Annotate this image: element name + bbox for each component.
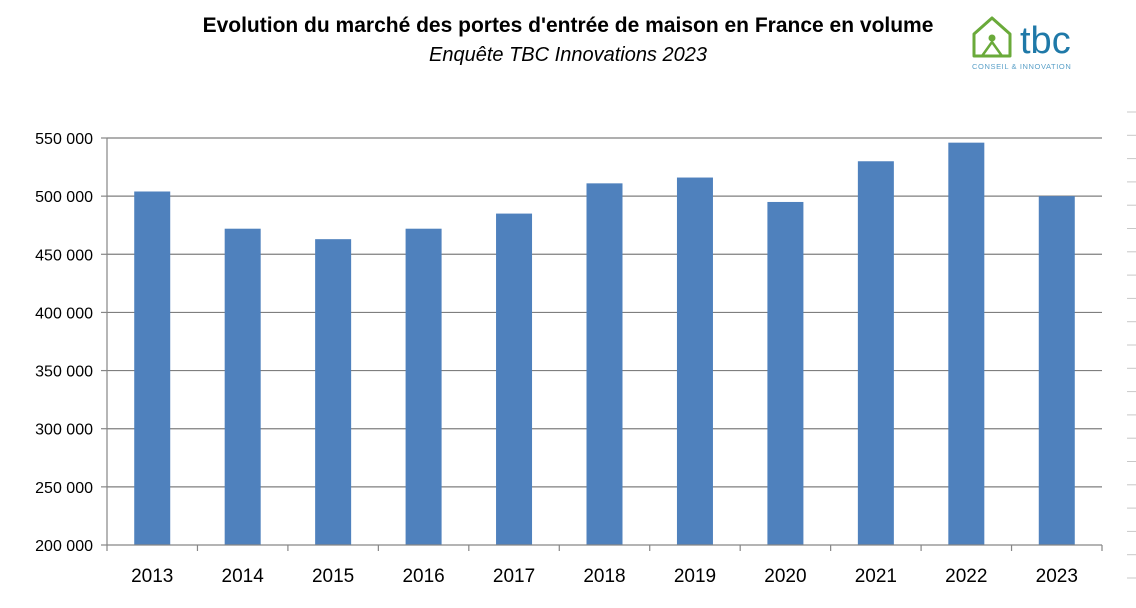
logo-tagline: CONSEIL & INNOVATION (972, 62, 1071, 71)
bar-2018 (586, 183, 623, 545)
chart-title: Evolution du marché des portes d'entrée … (202, 14, 934, 37)
bar-2015 (315, 239, 352, 545)
x-tick-label: 2016 (402, 566, 444, 587)
bar-2022 (948, 142, 985, 545)
y-tick-label: 200 000 (35, 538, 93, 555)
y-tick-label: 350 000 (35, 364, 93, 381)
y-tick-label: 300 000 (35, 422, 93, 439)
x-tick-label: 2015 (312, 566, 354, 587)
x-tick-label: 2017 (493, 566, 535, 587)
x-tick-label: 2014 (222, 566, 265, 587)
y-axis-tick-labels: 200 000 250 000 300 000 350 000 400 000 450 0… (35, 131, 93, 555)
x-tick-label: 2013 (131, 566, 173, 587)
x-tick-label: 2023 (1036, 566, 1078, 587)
x-tick-label: 2019 (674, 566, 716, 587)
y-tick-label: 500 000 (35, 189, 93, 206)
y-tick-label: 450 000 (35, 247, 93, 264)
right-edge-ticks (1127, 111, 1136, 579)
y-tick-label: 250 000 (35, 480, 93, 497)
y-tick-label: 400 000 (35, 305, 93, 322)
x-tick-label: 2022 (945, 566, 987, 587)
x-axis-tick-labels: 2013 2014 2015 2016 2017 2018 2019 2020 2021 2022… (131, 566, 1078, 587)
x-tick-label: 2020 (764, 566, 806, 587)
bar-2021 (857, 161, 894, 545)
x-tick-label: 2021 (855, 566, 897, 587)
bar-2014 (224, 228, 261, 545)
y-tick-label: 550 000 (35, 131, 93, 148)
bars (134, 142, 1075, 546)
chart-subtitle: Enquête TBC Innovations 2023 (429, 44, 707, 66)
bar-2013 (134, 191, 171, 545)
bar-2020 (767, 201, 804, 545)
bar-2017 (496, 213, 533, 546)
bar-2019 (676, 177, 713, 545)
bar-2016 (405, 228, 442, 545)
bar-2023 (1038, 196, 1075, 545)
axes (101, 137, 1103, 551)
logo-word: tbc (1020, 20, 1071, 62)
x-tick-label: 2018 (583, 566, 625, 587)
tbc-logo: tbc CONSEIL & INNOVATION (972, 16, 1071, 71)
house-icon (972, 16, 1012, 58)
